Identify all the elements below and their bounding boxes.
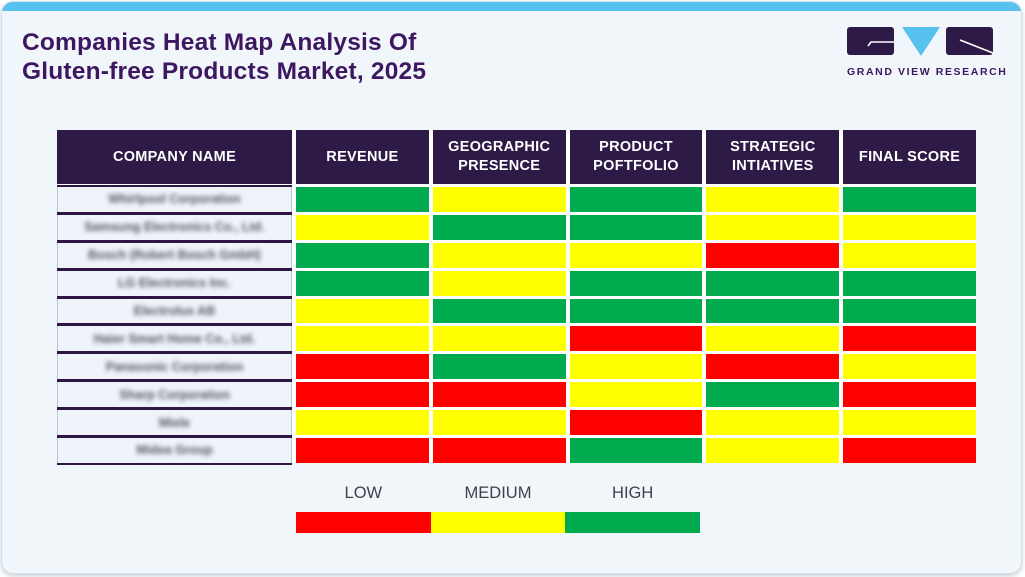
column-header-geographic-presence: GEOGRAPHIC PRESENCE [432,130,566,184]
heatmap-cell-medium [843,354,976,380]
company-name-cell: Electrolux AB [57,298,292,324]
page-title-line2: Gluten-free Products Market, 2025 [22,58,427,85]
heatmap-cell-low [296,438,429,463]
heatmap-cell-low [843,382,976,408]
heatmap-cell-medium [432,270,566,296]
company-name-cell: Sharp Corporation [57,382,292,408]
heatmap-cell-low [706,354,840,380]
legend-swatch-medium [430,512,566,533]
company-name-cell: LG Electronics Inc. [57,270,292,296]
company-name-cell: Panasonic Corporation [57,354,292,380]
heatmap-cell-low [296,382,429,408]
heatmap-cell-high [296,187,429,212]
heatmap-cell-high [843,270,976,296]
legend-swatch-high [565,512,701,533]
heatmap-cell-high [706,298,840,324]
heatmap-cell-high [843,298,976,324]
heatmap-cell-medium [432,242,566,268]
heatmap-cell-medium [706,438,840,463]
heatmap-cell-high [569,187,703,212]
company-name-cell: Haier Smart Home Co., Ltd. [57,326,292,352]
heatmap-cell-medium [296,298,429,324]
heatmap-cell-medium [706,326,840,352]
legend-label-low: LOW [344,484,383,502]
company-name-cell: Midea Group [57,438,292,463]
heatmap-cell-low [843,438,976,463]
gvr-logo-mark-icon [847,27,994,56]
column-header-final-score: FINAL SCORE [843,130,976,184]
heatmap-cell-medium [843,214,976,240]
legend-color-bar [296,512,701,533]
heatmap-cell-medium [706,187,840,212]
heatmap-cell-low [706,242,840,268]
heatmap-cell-high [843,187,976,212]
heatmap-cell-low [296,354,429,380]
heatmap-cell-high [432,214,566,240]
heatmap-cell-high [432,354,566,380]
column-header-company-name: COMPANY NAME [57,130,292,184]
company-name-cell: Samsung Electronics Co., Ltd. [57,214,292,240]
company-name-cell: Miele [57,410,292,436]
heatmap-cell-medium [569,354,703,380]
heatmap-cell-low [569,326,703,352]
heatmap-cell-medium [432,187,566,212]
heatmap-cell-low [432,438,566,463]
heatmap-cell-high [569,438,703,463]
heatmap-cell-high [569,214,703,240]
heatmap-cell-high [706,382,840,408]
heatmap-cell-high [432,298,566,324]
legend-swatch-low [296,512,431,533]
heatmap-table: COMPANY NAME REVENUE GEOGRAPHIC PRESENCE… [57,130,976,463]
heatmap-cell-medium [706,410,840,436]
gvr-logo: GRAND VIEW RESEARCH [847,27,1008,78]
heatmap-cell-medium [296,410,429,436]
page-title-line1: Companies Heat Map Analysis Of [22,29,417,56]
heatmap-cell-medium [432,410,566,436]
heatmap-cell-low [843,326,976,352]
top-accent-bar [2,2,1021,11]
heatmap-cell-medium [706,214,840,240]
heatmap-cell-high [569,298,703,324]
heatmap-cell-medium [569,242,703,268]
column-header-revenue: REVENUE [296,130,429,184]
heatmap-cell-high [296,270,429,296]
legend-labels: LOW MEDIUM HIGH [296,484,700,503]
company-name-cell: Bosch (Robert Bosch GmbH) [57,242,292,268]
heatmap-cell-medium [296,326,429,352]
legend-label-medium: MEDIUM [464,484,532,502]
heatmap-cell-high [569,270,703,296]
heatmap-cell-low [569,410,703,436]
heatmap-cell-high [706,270,840,296]
heatmap-cell-medium [843,242,976,268]
column-header-product-portfolio: PRODUCT POFTFOLIO [569,130,703,184]
heatmap-cell-low [432,382,566,408]
company-name-cell: Whirlpool Corporation [57,187,292,212]
heatmap-cell-medium [569,382,703,408]
heatmap-cell-medium [296,214,429,240]
page-title: Companies Heat Map Analysis Of Gluten-fre… [22,28,426,86]
heatmap-cell-medium [432,326,566,352]
heatmap-cell-high [296,242,429,268]
column-header-strategic-initiatives: STRATEGIC INTIATIVES [706,130,840,184]
gvr-logo-text: GRAND VIEW RESEARCH [847,66,1008,78]
legend-label-high: HIGH [612,484,654,502]
heatmap-cell-medium [843,410,976,436]
